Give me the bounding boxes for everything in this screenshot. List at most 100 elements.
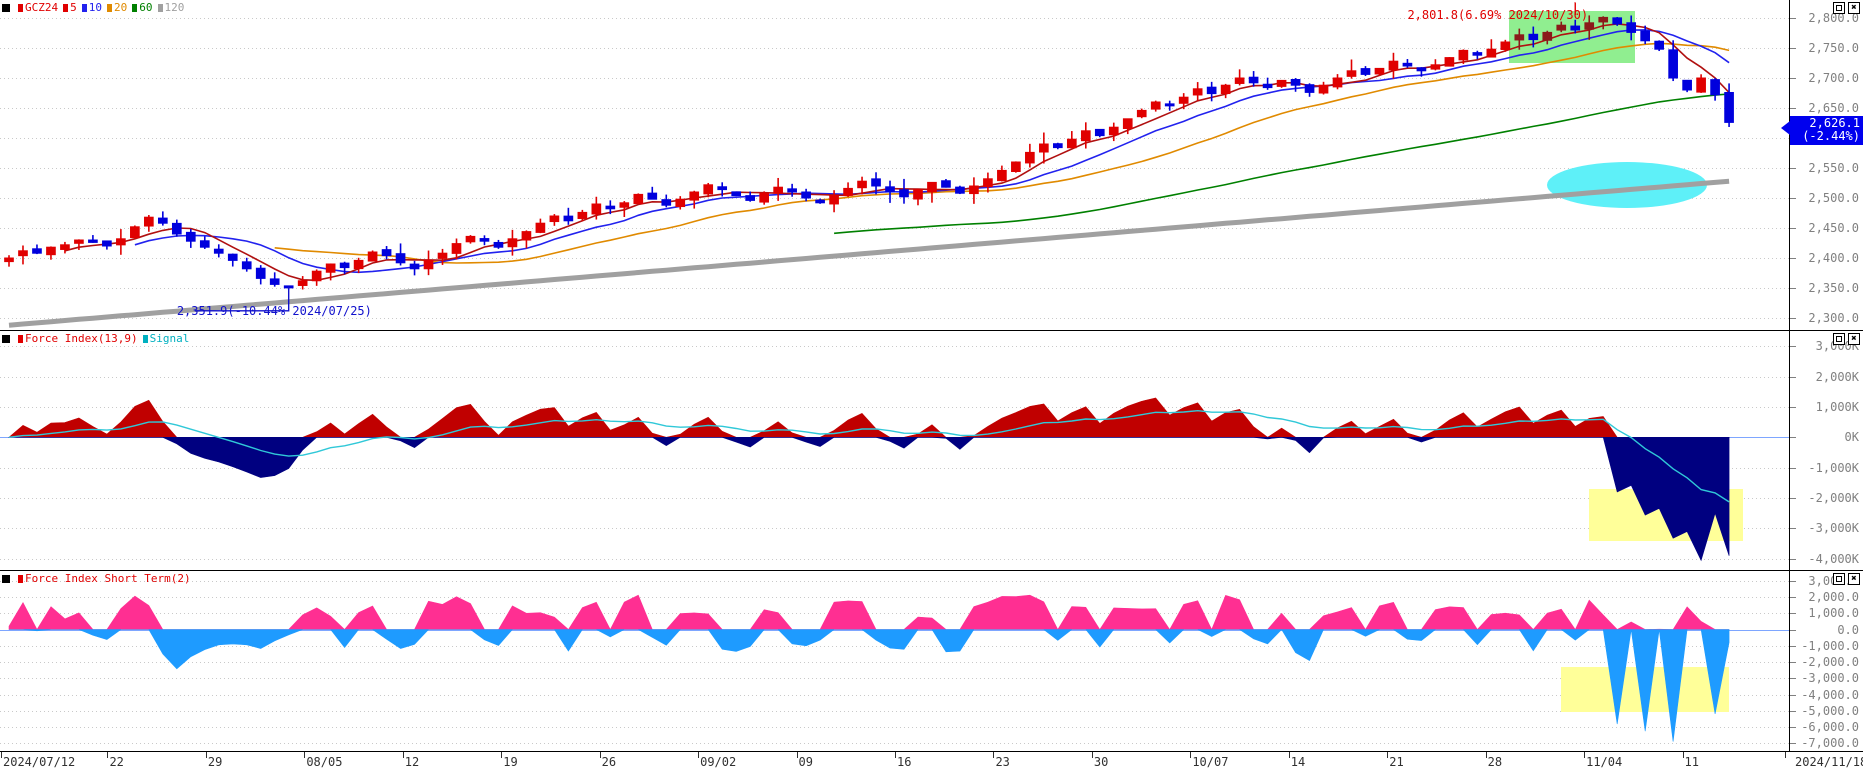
price-axis-tick — [1790, 48, 1796, 49]
fi-panel-minimize-icon[interactable] — [1833, 333, 1845, 345]
fs-gridline — [0, 710, 1790, 712]
fi-gridline — [0, 467, 1790, 469]
date-axis-label: 11 — [1684, 755, 1699, 769]
fs-title-item[interactable]: Force Index Short Term(2) — [18, 573, 191, 585]
panel-handle-icon[interactable] — [2, 4, 10, 12]
fs-panel-minimize-icon[interactable] — [1833, 573, 1845, 585]
legend-ma-5[interactable]: 5 — [63, 2, 77, 14]
fs-axis-tick — [1790, 645, 1796, 647]
date-axis-label: 10/07 — [1192, 755, 1229, 769]
price-gridline — [0, 168, 1790, 169]
date-axis-tick — [107, 752, 109, 758]
fi-axis-tick — [1790, 528, 1796, 530]
fi-gridline — [0, 558, 1790, 560]
fi-axis-label: 0K — [1844, 430, 1859, 445]
current-price-change: (-2.44%) — [1802, 129, 1860, 144]
fi-gridline — [0, 406, 1790, 408]
fi-title-item[interactable]: Force Index(13,9) — [18, 333, 138, 345]
high-price-annotation: 2,801.8(6.69% 2024/10/30) — [1407, 7, 1589, 22]
price-plot-area[interactable]: 2,801.8(6.69% 2024/10/30) 2,351.9(-10.44%… — [0, 0, 1790, 330]
fs-axis-label: -6,000.0 — [1801, 720, 1859, 734]
fi-axis-label: -1,000K — [1808, 460, 1859, 475]
date-axis-tick — [1190, 752, 1192, 758]
fs-axis-label: -7,000.0 — [1801, 736, 1859, 751]
fs-axis-label: -5,000.0 — [1801, 703, 1859, 718]
current-price-value: 2,626.1 — [1809, 116, 1860, 131]
fi-axis-tick — [1790, 467, 1796, 469]
price-gridline — [0, 318, 1790, 319]
fi-panel-close-icon[interactable]: ✖ — [1848, 333, 1860, 345]
price-gridline — [0, 288, 1790, 289]
ma10-label: 10 — [88, 1, 102, 14]
price-panel-minimize-icon[interactable] — [1833, 2, 1845, 14]
fi-axis-tick — [1790, 558, 1796, 560]
ma60-swatch-icon — [132, 4, 138, 12]
date-axis-label: 09/02 — [700, 755, 737, 769]
ma60-label: 60 — [139, 1, 153, 14]
price-gridline — [0, 18, 1790, 19]
ma120-label: 120 — [164, 1, 185, 14]
fs-panel-close-icon[interactable]: ✖ — [1848, 573, 1860, 585]
legend-ma-60[interactable]: 60 — [132, 1, 153, 14]
fs-axis-tick — [1790, 662, 1796, 663]
force-index-plot-area[interactable] — [0, 331, 1790, 570]
date-axis-tick — [205, 752, 207, 758]
fi-title-label: Force Index(13,9) — [25, 332, 138, 345]
fs-gridline — [0, 743, 1790, 745]
date-axis-label: 29 — [207, 755, 223, 769]
price-gridline — [0, 258, 1790, 259]
date-axis-tick — [895, 752, 896, 758]
price-axis-label: 2,650.0 — [1808, 101, 1859, 115]
fi-signal-label: Signal — [149, 332, 190, 345]
legend-ma-20[interactable]: 20 — [107, 2, 127, 14]
fs-axis-tick — [1790, 678, 1796, 680]
date-axis-label: 2024/07/12 — [3, 755, 76, 769]
fs-axis-tick — [1790, 727, 1796, 728]
fi-axis-tick — [1790, 406, 1796, 408]
fs-axis-tick — [1790, 613, 1796, 615]
fi-axis-label: -4,000K — [1808, 551, 1859, 566]
legend-ma-120[interactable]: 120 — [157, 1, 185, 14]
fi-signal-swatch-icon — [142, 335, 148, 343]
date-axis-tick — [1584, 752, 1586, 758]
legend-symbol[interactable]: GCZ24 — [18, 2, 58, 14]
fs-axis-label: -4,000.0 — [1801, 687, 1859, 702]
fi-axis-tick — [1790, 498, 1796, 500]
current-price-arrow-icon — [1781, 121, 1790, 136]
fi-gridline — [0, 498, 1790, 500]
date-axis-tick — [402, 752, 404, 758]
force-index-legend: Force Index(13,9) Signal — [2, 333, 189, 345]
date-axis-label: 09 — [798, 755, 813, 769]
price-axis-label: 2,550.0 — [1808, 161, 1859, 175]
fi-signal-item[interactable]: Signal — [142, 332, 190, 345]
fs-axis-label: 0.0 — [1837, 622, 1859, 637]
date-axis-label: 19 — [503, 755, 518, 769]
fs-axis-tick — [1790, 710, 1796, 712]
ma10-swatch-icon — [81, 4, 87, 12]
fs-panel-handle-icon[interactable] — [2, 575, 10, 583]
fs-gridline — [0, 580, 1790, 582]
date-axis-tick — [993, 752, 995, 758]
price-candlestick-svg — [4, 15, 1734, 328]
date-axis-tick — [1485, 752, 1487, 758]
price-axis-label: 2,350.0 — [1808, 281, 1859, 295]
price-axis-label: 2,400.0 — [1808, 251, 1859, 265]
date-axis-label: 22 — [109, 755, 124, 769]
price-axis-label: 2,450.0 — [1808, 221, 1859, 235]
fi-panel-handle-icon[interactable] — [2, 335, 10, 343]
fi-axis-label: -3,000K — [1808, 521, 1859, 536]
price-axis-tick — [1790, 318, 1796, 319]
price-panel-window-controls: ✖ — [1833, 2, 1860, 14]
price-panel-close-icon[interactable]: ✖ — [1848, 2, 1860, 14]
price-axis-label: 2,750.0 — [1808, 41, 1859, 55]
current-price-badge: 2,626.1 (-2.44%) — [1790, 116, 1863, 146]
fi-axis-label: 1,000K — [1815, 399, 1859, 414]
date-axis-tick — [1288, 752, 1290, 758]
force-index-short-plot-area[interactable] — [0, 571, 1790, 753]
date-axis-label: 14 — [1290, 755, 1306, 769]
date-axis-tick — [599, 752, 601, 758]
fi-gridline — [0, 376, 1790, 378]
legend-ma-10[interactable]: 10 — [81, 1, 102, 14]
ma5-swatch-icon — [63, 4, 69, 12]
